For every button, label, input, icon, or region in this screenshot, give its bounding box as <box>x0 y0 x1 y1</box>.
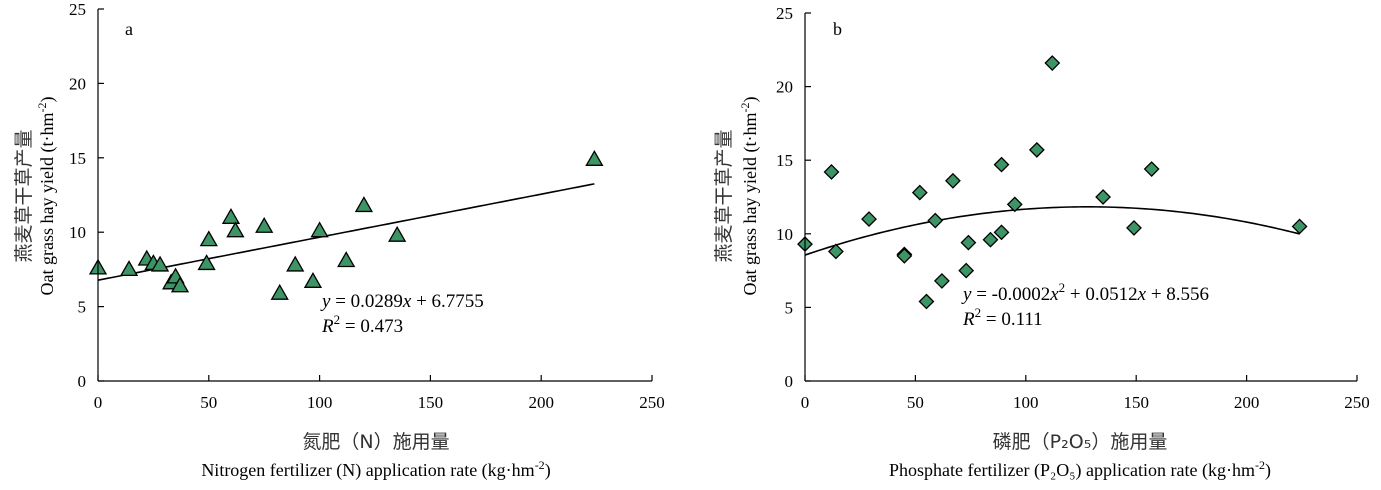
panel-b-x-tick-label: 250 <box>1344 393 1370 412</box>
panel-a-data-point <box>270 283 289 300</box>
panel-a-y-tick-label: 20 <box>69 74 86 93</box>
panel-b-fit-line <box>804 206 1300 256</box>
panel-a-data-point <box>199 230 218 247</box>
panel-b-y-tick-label: 5 <box>785 298 794 317</box>
panel-b-data-point <box>945 172 961 189</box>
panel-a-data-point <box>354 196 374 213</box>
panel-a-x-tick-label: 0 <box>94 393 103 412</box>
panel-a-r2: R2 = 0.473 <box>321 312 403 337</box>
panel-a-x-tick-label: 250 <box>639 393 665 412</box>
panel-a-data-point <box>585 149 604 166</box>
panel-b-x-tick-label: 150 <box>1123 393 1149 412</box>
panel-b-r2: R2 = 0.111 <box>962 305 1043 330</box>
panel-b-data-point <box>958 262 975 279</box>
panel-a-x-tick-label: 100 <box>307 393 333 412</box>
panel-a-data-point <box>197 254 216 271</box>
panel-a-data-point <box>170 276 190 293</box>
panel-b: 0 50 100 150 200 250 0 5 10 15 20 25 b y = -0.0002x… <box>713 4 1370 481</box>
panel-a-y-tick-label: 25 <box>69 0 86 19</box>
panel-a-xlabel-zh: 氮肥（N）施用量 <box>302 431 449 453</box>
panel-b-x-tick-label: 50 <box>907 393 924 412</box>
panel-a-marks <box>88 149 604 300</box>
panel-a-data-point <box>337 251 356 268</box>
panel-b-data-point <box>827 243 844 260</box>
panel-a-fit-line <box>97 183 595 281</box>
panel-b-x-tick-label: 0 <box>801 393 810 412</box>
panel-b-x-tick-label: 200 <box>1234 393 1260 412</box>
panel-a-axes: 0 50 100 150 200 250 0 5 10 15 20 25 <box>69 0 665 412</box>
panel-a-label: a <box>125 19 133 39</box>
panel-b-data-point <box>993 224 1010 241</box>
panel-a-data-point <box>119 260 139 277</box>
panel-a-y-tick-label: 15 <box>69 149 86 168</box>
panel-b-data-point <box>1095 189 1111 205</box>
panel-b-ylabel-zh: 燕麦草干草产量 <box>713 129 735 262</box>
panel-b-data-point <box>927 212 944 229</box>
panel-b-y-tick-label: 0 <box>785 372 794 391</box>
panel-b-data-point <box>982 231 999 248</box>
panel-b-data-point <box>1126 219 1142 236</box>
panel-b-data-point <box>1291 218 1308 235</box>
panel-a: 0 50 100 150 200 250 0 5 10 15 20 25 a y = 0.0289x … <box>13 0 665 481</box>
panel-b-data-point <box>861 211 877 227</box>
panel-b-data-point <box>1143 161 1160 177</box>
panel-b-data-point <box>911 184 928 201</box>
panel-b-label: b <box>833 19 842 39</box>
panel-a-ylabel-zh: 燕麦草干草产量 <box>13 129 35 262</box>
panel-b-data-point <box>1028 141 1045 158</box>
panel-b-y-tick-label: 25 <box>776 4 793 23</box>
panel-a-x-tick-label: 50 <box>200 393 217 412</box>
panel-a-data-point <box>150 255 170 272</box>
panel-b-data-point <box>960 234 977 251</box>
panel-b-marks <box>797 55 1308 310</box>
panel-a-x-tick-label: 150 <box>418 393 444 412</box>
panel-b-data-point <box>933 272 950 289</box>
panel-b-equation: y = -0.0002x2 + 0.0512x + 8.556 <box>961 280 1209 305</box>
panel-b-data-point <box>1044 55 1061 71</box>
panel-b-xlabel-zh: 磷肥（P₂O₅）施用量 <box>993 431 1168 453</box>
panel-a-y-tick-label: 0 <box>78 372 87 391</box>
panel-b-data-point <box>896 247 913 264</box>
panel-b-xlabel-en: Phosphate fertilizer (P₂O₅) application … <box>889 458 1271 481</box>
panel-a-x-tick-label: 200 <box>528 393 554 412</box>
panel-b-x-tick-label: 100 <box>1013 393 1039 412</box>
panel-b-ylabel-en: Oat grass hay yield (t·hm-2) <box>738 97 761 296</box>
panel-a-data-point <box>226 221 245 238</box>
panel-a-data-point <box>286 255 305 272</box>
panel-a-data-point <box>255 216 274 233</box>
panel-a-ylabel-en: Oat grass hay yield (t·hm-2) <box>35 97 58 296</box>
panel-a-y-tick-label: 10 <box>69 223 86 242</box>
panel-a-data-point <box>303 271 323 288</box>
panel-a-data-point <box>388 225 407 242</box>
panel-b-y-tick-label: 10 <box>776 225 793 244</box>
panel-b-data-point <box>993 156 1010 173</box>
panel-b-data-point <box>1006 196 1023 213</box>
panel-a-y-tick-label: 5 <box>78 298 87 317</box>
panel-b-axes: 0 50 100 150 200 250 0 5 10 15 20 25 <box>776 4 1370 412</box>
panel-b-data-point <box>823 164 840 180</box>
panel-a-equation: y = 0.0289x + 6.7755 <box>320 291 484 312</box>
panel-a-data-point <box>221 208 241 224</box>
panel-a-data-point <box>310 221 329 238</box>
panel-a-xlabel-en: Nitrogen fertilizer (N) application rate… <box>201 458 550 481</box>
panel-b-y-tick-label: 15 <box>776 151 793 170</box>
panel-b-y-tick-label: 20 <box>776 78 793 97</box>
panel-b-data-point <box>918 293 935 310</box>
